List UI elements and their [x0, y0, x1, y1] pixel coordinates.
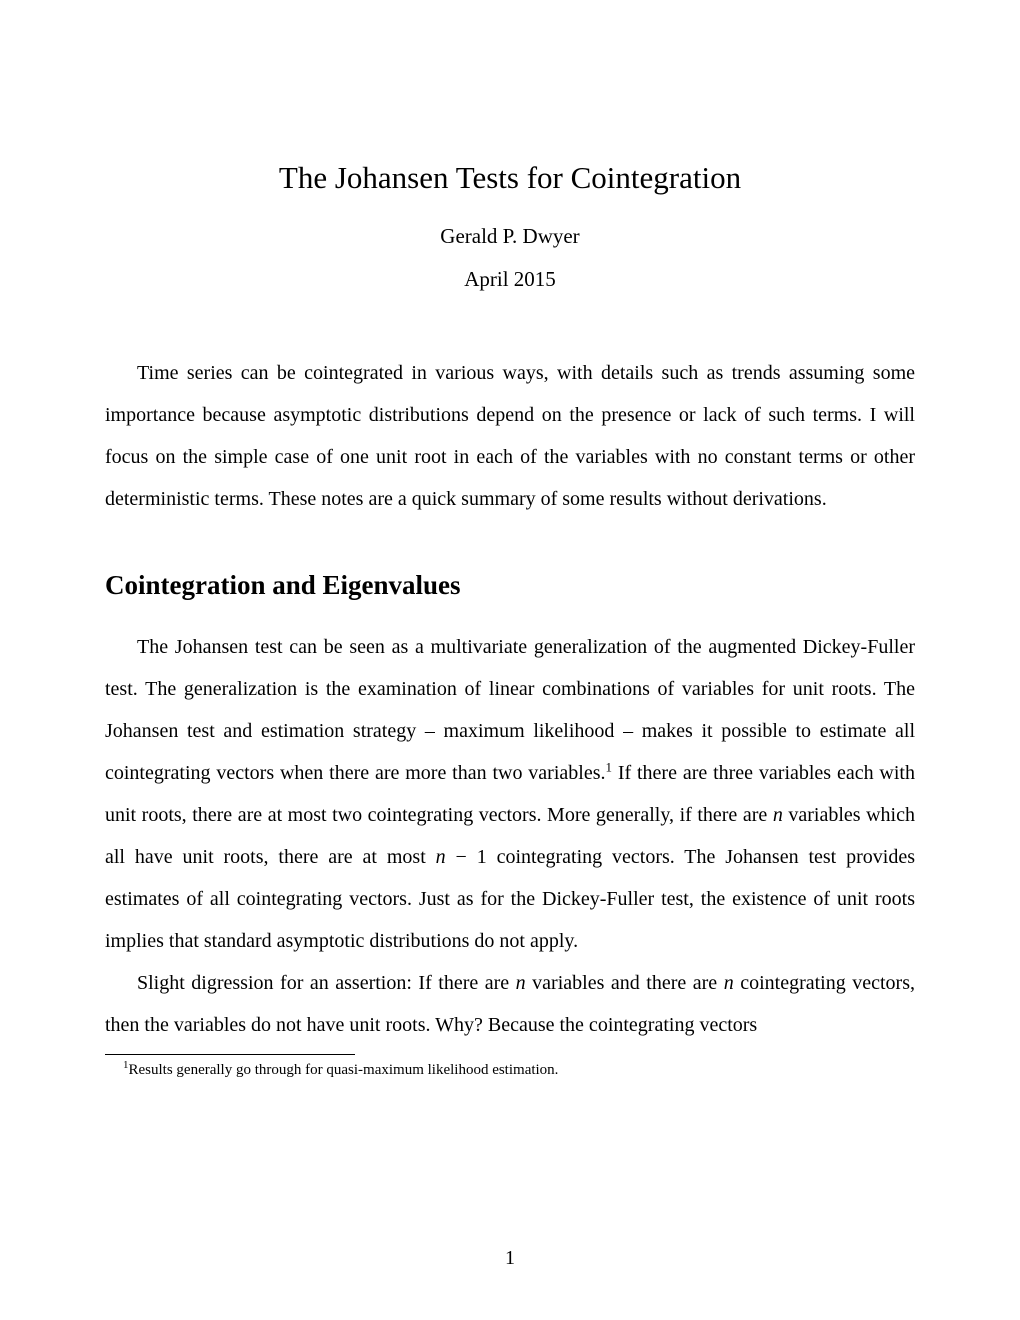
- text-run: variables and there are: [526, 972, 724, 994]
- math-var: n: [516, 972, 526, 994]
- body-paragraph-2: Slight digression for an assertion: If t…: [105, 962, 915, 1046]
- footnote-text: Results generally go through for quasi-m…: [129, 1062, 559, 1078]
- footnote: 1Results generally go through for quasi-…: [105, 1059, 915, 1079]
- math-var: n: [724, 972, 734, 994]
- page-number: 1: [0, 1247, 1020, 1270]
- body-paragraph-1: The Johansen test can be seen as a multi…: [105, 626, 915, 962]
- text-run: − 1: [446, 846, 487, 868]
- math-var: n: [773, 804, 783, 826]
- footnote-divider: [105, 1054, 355, 1055]
- page-title: The Johansen Tests for Cointegration: [105, 160, 915, 196]
- section-heading: Cointegration and Eigenvalues: [105, 570, 915, 601]
- math-var: n: [436, 846, 446, 868]
- intro-paragraph: Time series can be cointegrated in vario…: [105, 352, 915, 520]
- author: Gerald P. Dwyer: [105, 224, 915, 249]
- text-run: Slight digression for an assertion: If t…: [137, 972, 516, 994]
- date: April 2015: [105, 267, 915, 292]
